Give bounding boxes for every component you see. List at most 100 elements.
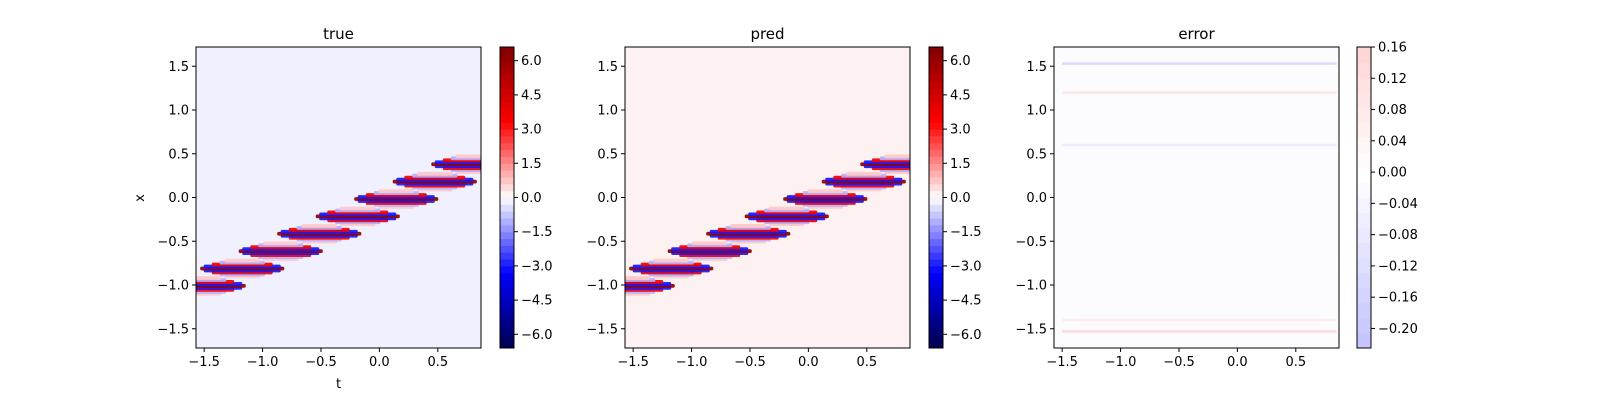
y-tick: −1.5 xyxy=(586,322,625,337)
colorbar-tick-label: −6.0 xyxy=(950,328,982,343)
colorbar-band xyxy=(929,238,943,246)
soliton-lobe xyxy=(860,154,910,175)
colorbar-tick-label: 6.0 xyxy=(950,54,971,69)
colorbar-tick-label: 4.5 xyxy=(950,88,971,103)
colorbar-band xyxy=(1357,287,1371,304)
colorbar-tick-label: 0.00 xyxy=(1378,166,1407,181)
colorbar-band xyxy=(1357,107,1371,123)
soliton-stripe xyxy=(224,258,260,263)
colorbar-band xyxy=(500,341,514,349)
soliton-stripe xyxy=(846,171,882,176)
colorbar-tick: 3.0 xyxy=(514,123,542,138)
colorbar-band xyxy=(1357,92,1371,108)
colorbar-band xyxy=(500,108,514,116)
colorbar-tick-label: 1.5 xyxy=(950,157,971,172)
y-tick: −1.0 xyxy=(586,279,625,294)
soliton-stripe xyxy=(653,258,689,263)
y-tick-label: −1.0 xyxy=(586,279,618,294)
x-tick-label: 0.5 xyxy=(427,355,448,370)
y-tick-label: −0.5 xyxy=(157,235,189,250)
y-tick: −0.5 xyxy=(1015,235,1054,250)
x-ticks: −1.5 −1.0 −0.5 0.0 0.5 xyxy=(188,348,448,370)
colorbar-band xyxy=(929,272,943,281)
colorbar-band xyxy=(500,306,514,315)
colorbar-band xyxy=(929,47,943,55)
heatmap-background xyxy=(1054,47,1339,348)
panel-error: error −1.5 −1.0 −0.5 0.0 0.5 −1.5 −1.0 −0.5 0.0… xyxy=(1015,25,1417,370)
heatmap-error xyxy=(1053,46,1340,349)
colorbar-band xyxy=(929,211,943,219)
colorbar-band xyxy=(1357,317,1371,334)
soliton-lobe xyxy=(744,206,829,227)
colorbar-band xyxy=(929,94,943,103)
colorbar-tick-label: 0.04 xyxy=(1378,134,1407,149)
colorbar-band xyxy=(500,190,514,198)
colorbar-band xyxy=(500,204,514,212)
colorbar-band xyxy=(929,67,943,75)
panel-pred: pred −1.5 −1.0 −0.5 0.0 0.5 −1.5 −1.0 −0.5 0.0 0… xyxy=(586,25,981,370)
y-tick-label: 1.0 xyxy=(168,104,189,119)
x-tick: −1.0 xyxy=(1105,348,1136,370)
x-tick: 0.5 xyxy=(856,348,877,370)
colorbar-band xyxy=(500,47,514,55)
heatmap-background xyxy=(625,47,910,348)
colorbar-band xyxy=(500,53,514,62)
colorbar-band xyxy=(500,286,514,294)
heatmap-field xyxy=(1054,47,1339,348)
colorbar-tick-label: 6.0 xyxy=(521,54,542,69)
x-axis-label: t xyxy=(336,377,341,392)
colorbar-band xyxy=(500,156,514,164)
error-streak xyxy=(1062,143,1337,147)
x-tick-label: −1.5 xyxy=(617,355,649,370)
colorbar-band xyxy=(500,238,514,246)
soliton-stripe xyxy=(807,189,844,194)
y-tick-label: −0.5 xyxy=(1015,235,1047,250)
colorbar-band xyxy=(929,129,943,137)
colorbar-band xyxy=(929,108,943,116)
colorbar-tick: −4.5 xyxy=(514,294,553,309)
colorbar-band xyxy=(500,101,514,110)
soliton-lobe xyxy=(196,276,246,296)
soliton-stripe xyxy=(769,206,805,211)
y-tick: 1.0 xyxy=(1026,104,1054,119)
soliton-lobe xyxy=(667,241,752,261)
colorbar-band xyxy=(929,231,943,240)
colorbar-band xyxy=(500,60,514,69)
colorbar-tick-label: −6.0 xyxy=(521,328,553,343)
heatmap-field xyxy=(625,47,910,348)
colorbar-band xyxy=(500,224,514,233)
y-tick-label: −0.5 xyxy=(586,235,618,250)
colorbar-bands xyxy=(929,47,943,349)
x-tick-label: −1.0 xyxy=(676,355,708,370)
soliton-stripe xyxy=(340,206,376,211)
colorbar-tick-label: −0.20 xyxy=(1378,322,1418,337)
colorbar-band xyxy=(500,293,514,301)
y-tick: −0.5 xyxy=(157,235,196,250)
colorbar-band xyxy=(929,218,943,226)
colorbar-band xyxy=(929,163,943,171)
panel-title-true: true xyxy=(323,25,354,43)
colorbar-tick: 4.5 xyxy=(514,88,542,103)
colorbar-tick: 0.12 xyxy=(1371,72,1407,87)
x-tick: −1.0 xyxy=(676,348,708,370)
x-tick-label: 0.0 xyxy=(798,355,819,370)
soliton-stripe xyxy=(730,223,766,228)
colorbar-band xyxy=(929,300,943,308)
x-tick-label: −1.5 xyxy=(188,355,220,370)
colorbar-tick-label: −4.5 xyxy=(521,294,553,309)
y-tick: −1.0 xyxy=(157,279,196,294)
x-tick: 0.0 xyxy=(798,348,819,370)
colorbar-band xyxy=(929,204,943,212)
y-tick-label: 0.5 xyxy=(1026,147,1047,162)
colorbar-band xyxy=(500,327,514,335)
colorbar-band xyxy=(929,176,943,185)
y-tick: 1.0 xyxy=(168,104,196,119)
colorbar-tick: −1.5 xyxy=(943,225,982,240)
colorbar-tick-label: 0.0 xyxy=(521,191,542,206)
soliton-lobe xyxy=(625,276,675,296)
soliton-lobe xyxy=(238,241,323,261)
colorbar-band xyxy=(929,142,943,151)
soliton-stripe xyxy=(691,241,728,246)
colorbar-tick: −0.20 xyxy=(1371,322,1418,337)
